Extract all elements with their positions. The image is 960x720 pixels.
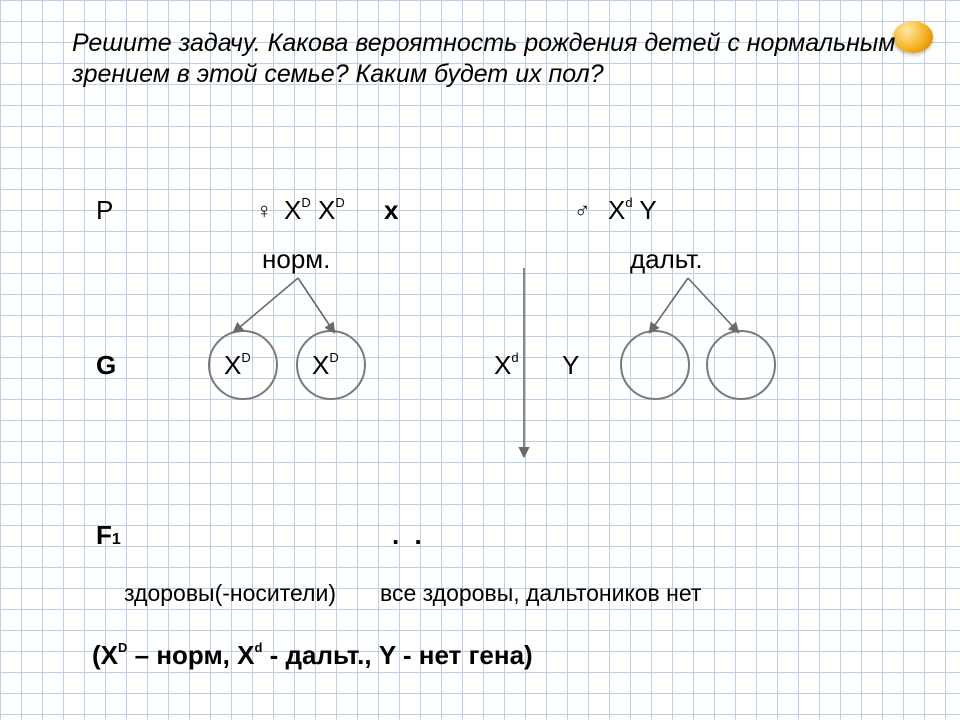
mg-s1: d (625, 195, 632, 210)
lg-a2: X (237, 640, 254, 670)
g-a: Y (562, 350, 579, 380)
arrows-layer (0, 0, 960, 720)
female-symbol: ♀ (256, 198, 273, 224)
gamete-label: XD (224, 350, 251, 381)
mg-a1: X (608, 195, 625, 225)
f1-right-text: все здоровы, дальтоников нет (380, 580, 701, 607)
g-a: X (494, 350, 511, 380)
gamete-circle (706, 330, 776, 400)
female-phenotype: норм. (262, 244, 330, 275)
g-s: D (329, 350, 338, 365)
lg-t1: – норм, (127, 640, 237, 670)
lg-t2: - дальт., Y - нет гена) (262, 640, 532, 670)
cross-symbol: x (384, 195, 398, 226)
legend: (XD – норм, Xd - дальт., Y - нет гена) (92, 640, 533, 671)
male-phenotype: дальт. (630, 244, 703, 275)
male-symbol: ♂ (574, 198, 591, 224)
fg-s2: D (335, 195, 344, 210)
g-s: d (511, 350, 518, 365)
row-label-g: G (96, 350, 116, 381)
gamete-circle (620, 330, 690, 400)
lg-a1: X (101, 640, 118, 670)
g-s: D (241, 350, 250, 365)
g-a: X (312, 350, 329, 380)
f1-left-text: здоровы(-носители) (124, 580, 336, 607)
male-genotype: Xd Y (608, 195, 657, 226)
lg-s2: d (254, 640, 262, 655)
heading-text: Решите задачу. Какова вероятность рожден… (72, 28, 930, 91)
gamete-label: Y (562, 350, 579, 381)
gamete-label: XD (312, 350, 339, 381)
g-a: X (224, 350, 241, 380)
row-label-f1: F1 (96, 520, 121, 551)
mg-a2: Y (639, 195, 656, 225)
fg-a1: X (284, 195, 301, 225)
fg-s1: D (301, 195, 310, 210)
lg-s1: D (118, 640, 127, 655)
f1-sub: 1 (112, 531, 121, 548)
slide-content: Решите задачу. Какова вероятность рожден… (0, 0, 960, 720)
f1-dots: . . (392, 520, 426, 551)
gamete-label: Xd (494, 350, 519, 381)
female-genotype: XD XD (284, 195, 345, 226)
f1-letter: F (96, 520, 112, 550)
lg-prefix: ( (92, 640, 101, 670)
fg-a2: X (318, 195, 335, 225)
row-label-p: P (96, 195, 113, 226)
